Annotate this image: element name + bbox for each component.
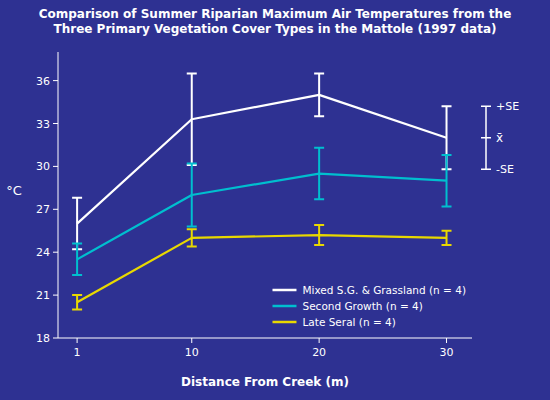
y-tick-label: 18 (36, 332, 50, 345)
x-tick-label: 30 (440, 346, 454, 359)
x-tick (446, 338, 447, 343)
error-bar (72, 244, 82, 275)
y-tick-label: 30 (36, 160, 50, 173)
x-tick-label: 1 (74, 346, 81, 359)
x-tick (319, 338, 320, 343)
error-bar (187, 73, 197, 165)
error-bar (187, 164, 197, 227)
y-tick (53, 123, 58, 124)
plot-area (72, 73, 451, 309)
y-tick (53, 80, 58, 81)
legend-label: Mixed S.G. & Grassland (n = 4) (302, 284, 466, 296)
x-tick-label: 10 (185, 346, 199, 359)
legend-label: Late Seral (n = 4) (302, 316, 395, 328)
chart: Comparison of Summer Riparian Maximum Ai… (0, 0, 550, 400)
error-bar (314, 148, 324, 199)
legend-swatch (272, 321, 296, 324)
x-tick (77, 338, 78, 343)
x-axis-label: Distance From Creek (m) (181, 375, 349, 389)
y-tick (53, 338, 58, 339)
y-tick-label: 24 (36, 246, 50, 259)
y-tick (53, 209, 58, 210)
annotation: -SE (496, 163, 514, 176)
y-tick (53, 295, 58, 296)
legend-swatch (272, 289, 296, 292)
error-bar (187, 229, 197, 246)
legend-label: Second Growth (n = 4) (302, 300, 422, 312)
series-line (77, 95, 446, 224)
background (0, 0, 550, 400)
series-line (77, 174, 446, 260)
x-tick-label: 20 (312, 346, 326, 359)
legend: Mixed S.G. & Grassland (n = 4) Second Gro… (272, 284, 466, 328)
title-line: Three Primary Vegetation Cover Types in … (53, 22, 496, 36)
error-bar (442, 231, 452, 245)
y-tick-label: 33 (36, 118, 50, 131)
error-bar (72, 295, 82, 309)
y-tick (53, 252, 58, 253)
y-tick-label: 36 (36, 75, 50, 88)
x-axis-line (58, 338, 472, 339)
error-bar (314, 225, 324, 245)
se-key-bracket (481, 106, 491, 169)
y-tick-label: 27 (36, 203, 50, 216)
annotation: +SE (496, 100, 519, 113)
error-bar (72, 198, 82, 249)
title-line: Comparison of Summer Riparian Maximum Ai… (39, 7, 512, 21)
annotation: x̄ (496, 131, 503, 145)
legend-swatch (272, 305, 296, 308)
y-axis-label: °C (6, 183, 22, 198)
y-tick (53, 166, 58, 167)
error-bar (314, 73, 324, 116)
x-tick (191, 338, 192, 343)
y-tick-label: 21 (36, 289, 50, 302)
title: Comparison of Summer Riparian Maximum Ai… (39, 7, 512, 36)
error-bar (442, 155, 452, 206)
